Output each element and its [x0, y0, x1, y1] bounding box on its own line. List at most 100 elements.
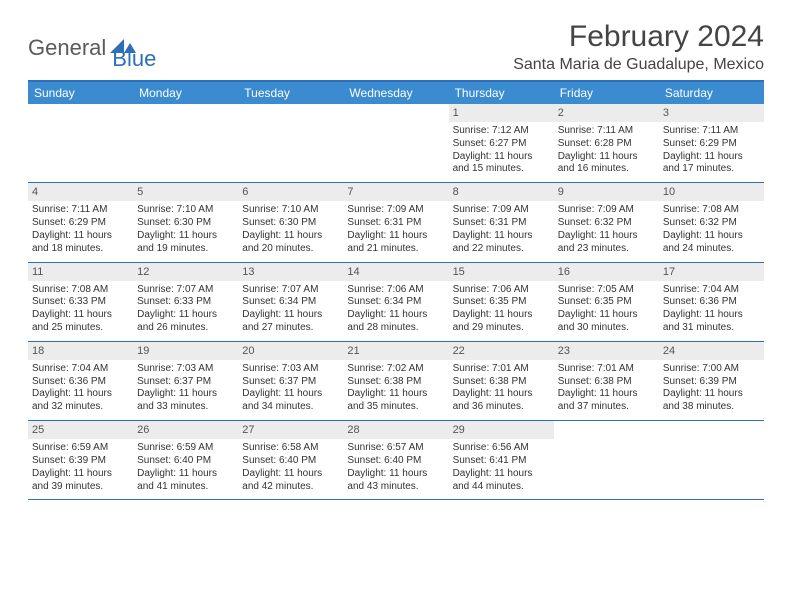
day-cell: 21Sunrise: 7:02 AMSunset: 6:38 PMDayligh…	[343, 342, 448, 420]
day-number: 13	[238, 263, 343, 281]
sunset-text: Sunset: 6:35 PM	[558, 296, 655, 309]
sunrise-text: Sunrise: 7:10 AM	[242, 204, 339, 217]
day-header: Friday	[554, 82, 659, 104]
day-number: 7	[343, 183, 448, 201]
day-cell: 13Sunrise: 7:07 AMSunset: 6:34 PMDayligh…	[238, 263, 343, 341]
daylight-text: Daylight: 11 hours	[663, 388, 760, 401]
day-cell: 26Sunrise: 6:59 AMSunset: 6:40 PMDayligh…	[133, 421, 238, 499]
daylight-text: and 16 minutes.	[558, 163, 655, 176]
sunrise-text: Sunrise: 7:09 AM	[558, 204, 655, 217]
day-number: 5	[133, 183, 238, 201]
sunrise-text: Sunrise: 7:10 AM	[137, 204, 234, 217]
daylight-text: and 24 minutes.	[663, 243, 760, 256]
day-header: Thursday	[449, 82, 554, 104]
sunset-text: Sunset: 6:29 PM	[32, 217, 129, 230]
sunset-text: Sunset: 6:31 PM	[453, 217, 550, 230]
day-cell: 14Sunrise: 7:06 AMSunset: 6:34 PMDayligh…	[343, 263, 448, 341]
day-number: 10	[659, 183, 764, 201]
day-cell: 17Sunrise: 7:04 AMSunset: 6:36 PMDayligh…	[659, 263, 764, 341]
sunset-text: Sunset: 6:34 PM	[242, 296, 339, 309]
daylight-text: Daylight: 11 hours	[558, 388, 655, 401]
sunset-text: Sunset: 6:35 PM	[453, 296, 550, 309]
day-cell: 23Sunrise: 7:01 AMSunset: 6:38 PMDayligh…	[554, 342, 659, 420]
sunrise-text: Sunrise: 7:09 AM	[347, 204, 444, 217]
day-cell: 20Sunrise: 7:03 AMSunset: 6:37 PMDayligh…	[238, 342, 343, 420]
sunrise-text: Sunrise: 7:11 AM	[558, 125, 655, 138]
daylight-text: and 29 minutes.	[453, 322, 550, 335]
sunset-text: Sunset: 6:31 PM	[347, 217, 444, 230]
daylight-text: Daylight: 11 hours	[347, 230, 444, 243]
day-number: 23	[554, 342, 659, 360]
day-cell: 22Sunrise: 7:01 AMSunset: 6:38 PMDayligh…	[449, 342, 554, 420]
daylight-text: Daylight: 11 hours	[347, 388, 444, 401]
daylight-text: Daylight: 11 hours	[663, 151, 760, 164]
daylight-text: and 41 minutes.	[137, 481, 234, 494]
daylight-text: and 15 minutes.	[453, 163, 550, 176]
day-number: 20	[238, 342, 343, 360]
daylight-text: Daylight: 11 hours	[242, 468, 339, 481]
daylight-text: and 42 minutes.	[242, 481, 339, 494]
sunset-text: Sunset: 6:33 PM	[32, 296, 129, 309]
day-number	[133, 104, 238, 122]
daylight-text: Daylight: 11 hours	[663, 230, 760, 243]
day-cell: 25Sunrise: 6:59 AMSunset: 6:39 PMDayligh…	[28, 421, 133, 499]
sunrise-text: Sunrise: 7:02 AM	[347, 363, 444, 376]
day-number: 9	[554, 183, 659, 201]
day-number: 25	[28, 421, 133, 439]
sunrise-text: Sunrise: 7:00 AM	[663, 363, 760, 376]
day-cell: 3Sunrise: 7:11 AMSunset: 6:29 PMDaylight…	[659, 104, 764, 182]
sunrise-text: Sunrise: 6:59 AM	[32, 442, 129, 455]
daylight-text: Daylight: 11 hours	[32, 230, 129, 243]
day-number: 18	[28, 342, 133, 360]
daylight-text: Daylight: 11 hours	[137, 309, 234, 322]
sunrise-text: Sunrise: 7:08 AM	[663, 204, 760, 217]
day-number	[554, 421, 659, 439]
day-cell	[238, 104, 343, 182]
day-header: Wednesday	[343, 82, 448, 104]
day-cell: 4Sunrise: 7:11 AMSunset: 6:29 PMDaylight…	[28, 183, 133, 261]
day-cell: 8Sunrise: 7:09 AMSunset: 6:31 PMDaylight…	[449, 183, 554, 261]
day-cell: 15Sunrise: 7:06 AMSunset: 6:35 PMDayligh…	[449, 263, 554, 341]
sunset-text: Sunset: 6:39 PM	[32, 455, 129, 468]
sunset-text: Sunset: 6:39 PM	[663, 376, 760, 389]
header: General Blue February 2024 Santa Maria d…	[28, 20, 764, 74]
sunrise-text: Sunrise: 6:57 AM	[347, 442, 444, 455]
day-cell: 9Sunrise: 7:09 AMSunset: 6:32 PMDaylight…	[554, 183, 659, 261]
day-header: Sunday	[28, 82, 133, 104]
logo-text-general: General	[28, 35, 106, 61]
day-number: 2	[554, 104, 659, 122]
day-number: 27	[238, 421, 343, 439]
sunrise-text: Sunrise: 6:58 AM	[242, 442, 339, 455]
daylight-text: and 26 minutes.	[137, 322, 234, 335]
calendar: SundayMondayTuesdayWednesdayThursdayFrid…	[28, 80, 764, 500]
day-number: 17	[659, 263, 764, 281]
daylight-text: Daylight: 11 hours	[663, 309, 760, 322]
daylight-text: Daylight: 11 hours	[242, 388, 339, 401]
sunrise-text: Sunrise: 7:03 AM	[137, 363, 234, 376]
logo-text-blue: Blue	[112, 46, 156, 72]
day-cell: 16Sunrise: 7:05 AMSunset: 6:35 PMDayligh…	[554, 263, 659, 341]
daylight-text: and 27 minutes.	[242, 322, 339, 335]
sunset-text: Sunset: 6:30 PM	[242, 217, 339, 230]
sunset-text: Sunset: 6:33 PM	[137, 296, 234, 309]
daylight-text: and 17 minutes.	[663, 163, 760, 176]
day-number	[343, 104, 448, 122]
sunset-text: Sunset: 6:38 PM	[558, 376, 655, 389]
sunset-text: Sunset: 6:38 PM	[347, 376, 444, 389]
day-cell: 18Sunrise: 7:04 AMSunset: 6:36 PMDayligh…	[28, 342, 133, 420]
daylight-text: and 30 minutes.	[558, 322, 655, 335]
week-row: 18Sunrise: 7:04 AMSunset: 6:36 PMDayligh…	[28, 342, 764, 421]
week-row: 11Sunrise: 7:08 AMSunset: 6:33 PMDayligh…	[28, 263, 764, 342]
day-cell: 12Sunrise: 7:07 AMSunset: 6:33 PMDayligh…	[133, 263, 238, 341]
day-number: 11	[28, 263, 133, 281]
sunrise-text: Sunrise: 6:59 AM	[137, 442, 234, 455]
day-header: Tuesday	[238, 82, 343, 104]
daylight-text: and 36 minutes.	[453, 401, 550, 414]
daylight-text: and 37 minutes.	[558, 401, 655, 414]
sunset-text: Sunset: 6:36 PM	[32, 376, 129, 389]
daylight-text: and 38 minutes.	[663, 401, 760, 414]
daylight-text: Daylight: 11 hours	[558, 151, 655, 164]
day-number	[238, 104, 343, 122]
day-cell	[554, 421, 659, 499]
daylight-text: and 39 minutes.	[32, 481, 129, 494]
